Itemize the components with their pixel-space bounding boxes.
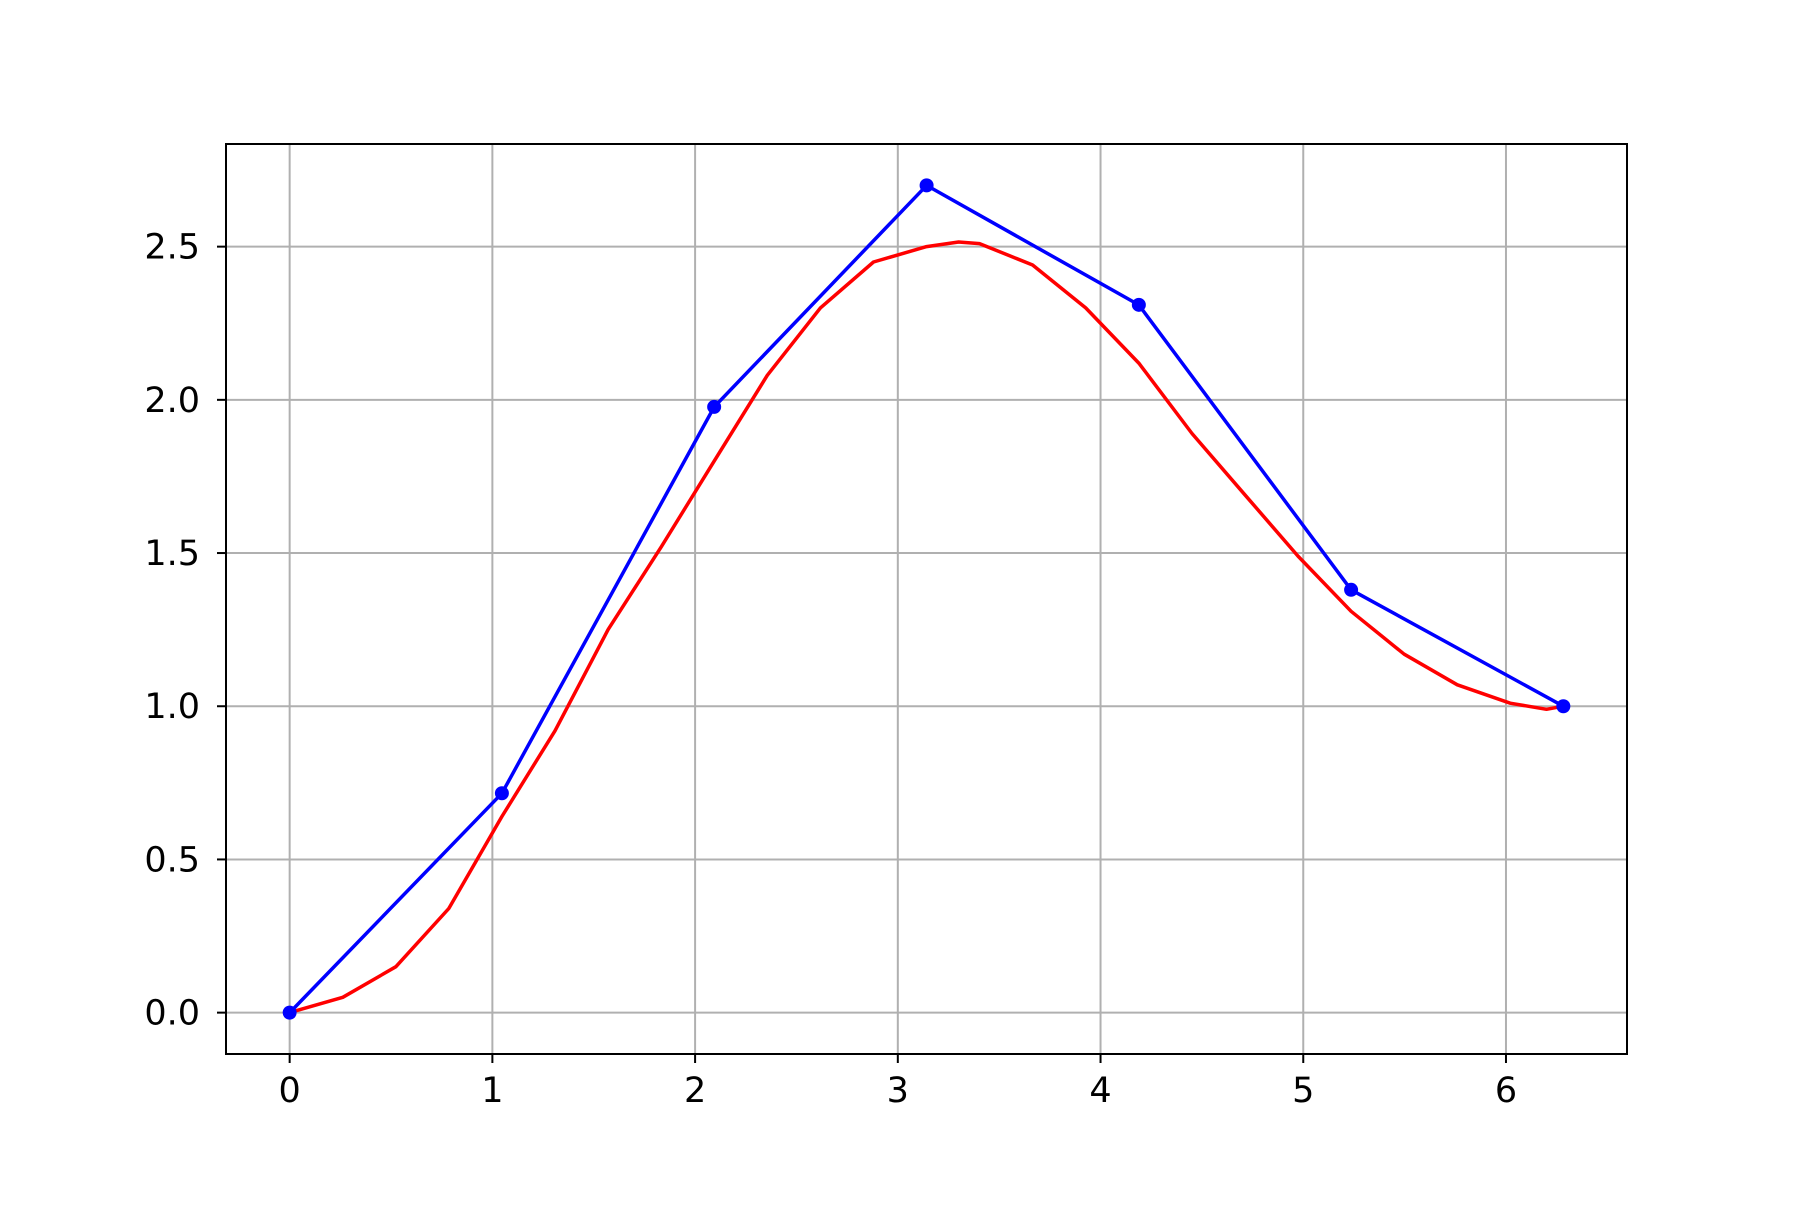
- sample-point-marker: [494, 786, 509, 801]
- axes: 0 1 2 3 4 5 6 0.0 0.5 1.0 1.5 2.0 2.5: [144, 228, 1517, 1111]
- sample-point-marker: [282, 1005, 297, 1020]
- x-tick-label: 6: [1495, 1071, 1517, 1111]
- y-tick-label: 1.5: [144, 534, 200, 574]
- x-tick-label: 2: [684, 1071, 706, 1111]
- sample-point-marker: [1131, 297, 1146, 312]
- smooth-curve-line: [289, 240, 1564, 1015]
- plot-frame: [225, 143, 1628, 1055]
- sample-point-marker: [1556, 699, 1571, 714]
- x-tick-label: 4: [1089, 1071, 1111, 1111]
- y-tick-label: 2.5: [144, 228, 200, 268]
- y-tick-label: 2.0: [144, 381, 200, 421]
- x-tick-label: 3: [887, 1071, 909, 1111]
- series-layer: [282, 178, 1571, 1020]
- y-tick-label: 0.5: [144, 840, 200, 880]
- sample-point-marker: [1344, 582, 1359, 597]
- x-tick-label: 1: [481, 1071, 503, 1111]
- y-tick-label: 1.0: [144, 687, 200, 727]
- sample-point-marker: [919, 178, 934, 193]
- sample-point-marker: [707, 399, 722, 414]
- x-tick-label: 5: [1292, 1071, 1314, 1111]
- x-tick-label: 0: [279, 1071, 301, 1111]
- y-tick-label: 0.0: [144, 994, 200, 1034]
